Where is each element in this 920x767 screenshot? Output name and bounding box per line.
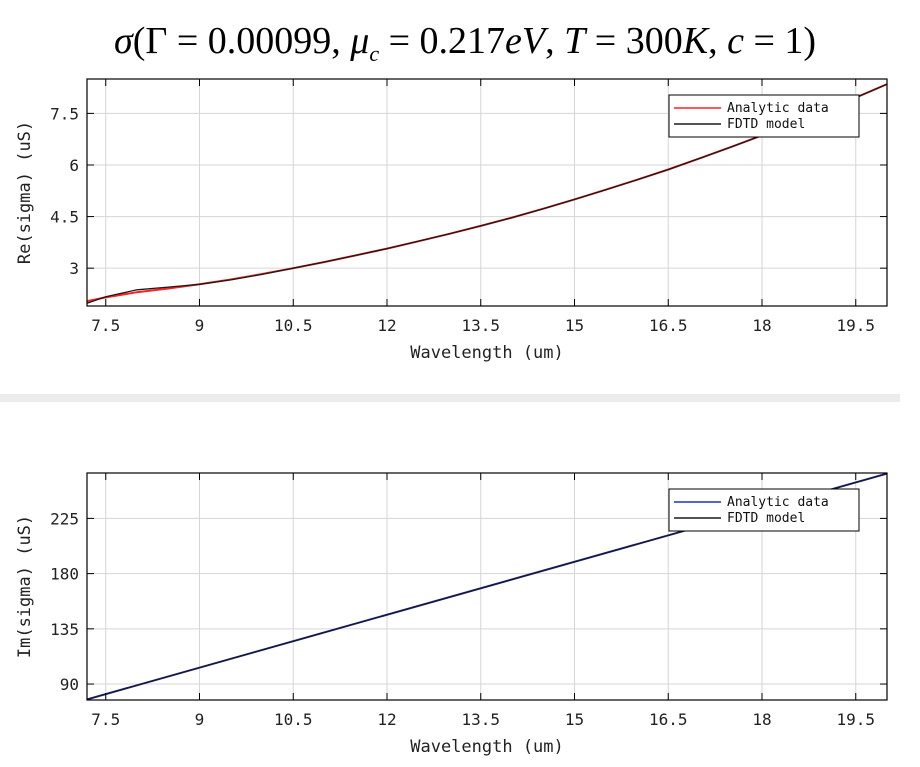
y-tick-label: 180 [50, 565, 79, 584]
y-axis-label: Im(sigma) (uS) [15, 515, 35, 658]
x-tick-label: 9 [195, 316, 205, 335]
x-tick-label: 10.5 [274, 710, 313, 729]
series-line-fdtd [87, 83, 887, 304]
title-c: c [727, 20, 744, 62]
x-tick-label: 16.5 [649, 316, 688, 335]
x-tick-label: 13.5 [461, 710, 500, 729]
x-tick-label: 12 [377, 710, 396, 729]
x-tick-label: 7.5 [91, 710, 120, 729]
legend-label: Analytic data [727, 101, 829, 116]
chart-title: σ(Γ = 0.00099, μc = 0.217eV, T = 300K, c… [114, 20, 816, 66]
x-tick-label: 16.5 [649, 710, 688, 729]
x-tick-label: 18 [752, 710, 771, 729]
title-eq4: = 1) [744, 20, 816, 62]
y-tick-label: 4.5 [50, 208, 79, 227]
title-mu: μ [349, 20, 369, 62]
x-tick-label: 7.5 [91, 316, 120, 335]
axes-frame [86, 472, 888, 701]
title-mu-sub: c [369, 41, 379, 66]
title-gamma: Γ [145, 20, 167, 62]
legend-box [668, 488, 860, 532]
x-tick-label: 15 [565, 710, 584, 729]
x-tick-label: 13.5 [461, 316, 500, 335]
y-tick-label: 225 [50, 509, 79, 528]
y-tick-label: 3 [69, 259, 79, 278]
plot-real-sigma: 7.5 9 10.5 12 13.5 15 16.5 18 19.5 3 4.5 6 7.5 Wavele… [15, 78, 888, 363]
x-tick-label: 9 [195, 710, 205, 729]
x-tick-label: 19.5 [836, 710, 875, 729]
x-tick-label: 18 [752, 316, 771, 335]
x-tick-label: 15 [565, 316, 584, 335]
legend-box [668, 94, 860, 138]
x-axis-label: Wavelength (um) [410, 737, 564, 757]
title-T: T [564, 20, 588, 62]
title-eq1: = 0.00099, [167, 20, 350, 62]
y-tick-label: 90 [60, 675, 79, 694]
title-comma2: , [545, 20, 564, 62]
title-unit1: eV [505, 20, 549, 62]
x-tick-label: 19.5 [836, 316, 875, 335]
title-comma3: , [708, 20, 727, 62]
y-axis-label: Re(sigma) (uS) [15, 121, 35, 264]
y-tick-label: 7.5 [50, 104, 79, 123]
legend-label: Analytic data [727, 495, 829, 510]
title-unit2: K [682, 20, 710, 62]
x-axis-label: Wavelength (um) [410, 343, 564, 363]
x-tick-label: 10.5 [274, 316, 313, 335]
title-eq2: = 0.217 [379, 20, 505, 62]
legend-label: FDTD model [727, 511, 805, 526]
title-eq3: = 300 [585, 20, 682, 62]
plot-imag-sigma: 7.5 9 10.5 12 13.5 15 16.5 18 19.5 90 135 180 225 Wav… [15, 472, 888, 757]
y-tick-label: 135 [50, 620, 79, 639]
title-sigma: σ [114, 20, 134, 62]
title-open: ( [133, 20, 146, 62]
y-tick-label: 6 [69, 156, 79, 175]
legend-label: FDTD model [727, 117, 805, 132]
axes-frame [86, 78, 888, 307]
x-tick-label: 12 [377, 316, 396, 335]
panel-separator [0, 394, 900, 402]
